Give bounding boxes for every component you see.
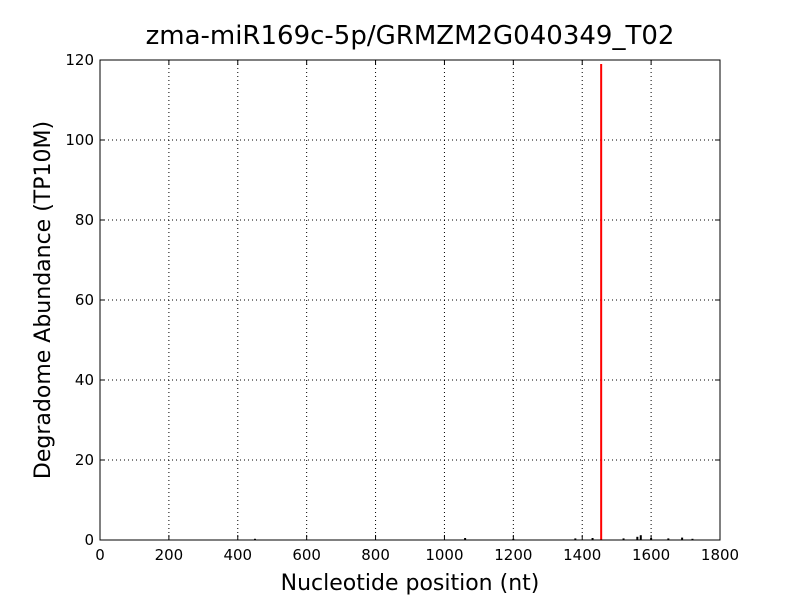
x-tick-label: 400	[223, 546, 252, 564]
x-tick-label: 600	[292, 546, 321, 564]
y-axis-label: Degradome Abundance (TP10M)	[31, 121, 56, 479]
x-tick-label: 1000	[425, 546, 463, 564]
x-tick-label: 1800	[701, 546, 739, 564]
x-tick-label: 1400	[563, 546, 601, 564]
x-tick-label: 200	[155, 546, 184, 564]
chart-title: zma-miR169c-5p/GRMZM2G040349_T02	[146, 21, 675, 51]
y-tick-label: 40	[75, 371, 94, 389]
x-tick-label: 800	[361, 546, 390, 564]
x-axis-label: Nucleotide position (nt)	[281, 571, 540, 596]
y-tick-label: 0	[84, 531, 94, 549]
x-tick-label: 0	[95, 546, 105, 564]
y-tick-label: 120	[65, 51, 94, 69]
y-tick-label: 100	[65, 131, 94, 149]
y-tick-label: 60	[75, 291, 94, 309]
y-tick-label: 80	[75, 211, 94, 229]
x-tick-label: 1600	[632, 546, 670, 564]
plot-frame	[99, 59, 721, 541]
y-tick-label: 20	[75, 451, 94, 469]
x-tick-label: 1200	[494, 546, 532, 564]
